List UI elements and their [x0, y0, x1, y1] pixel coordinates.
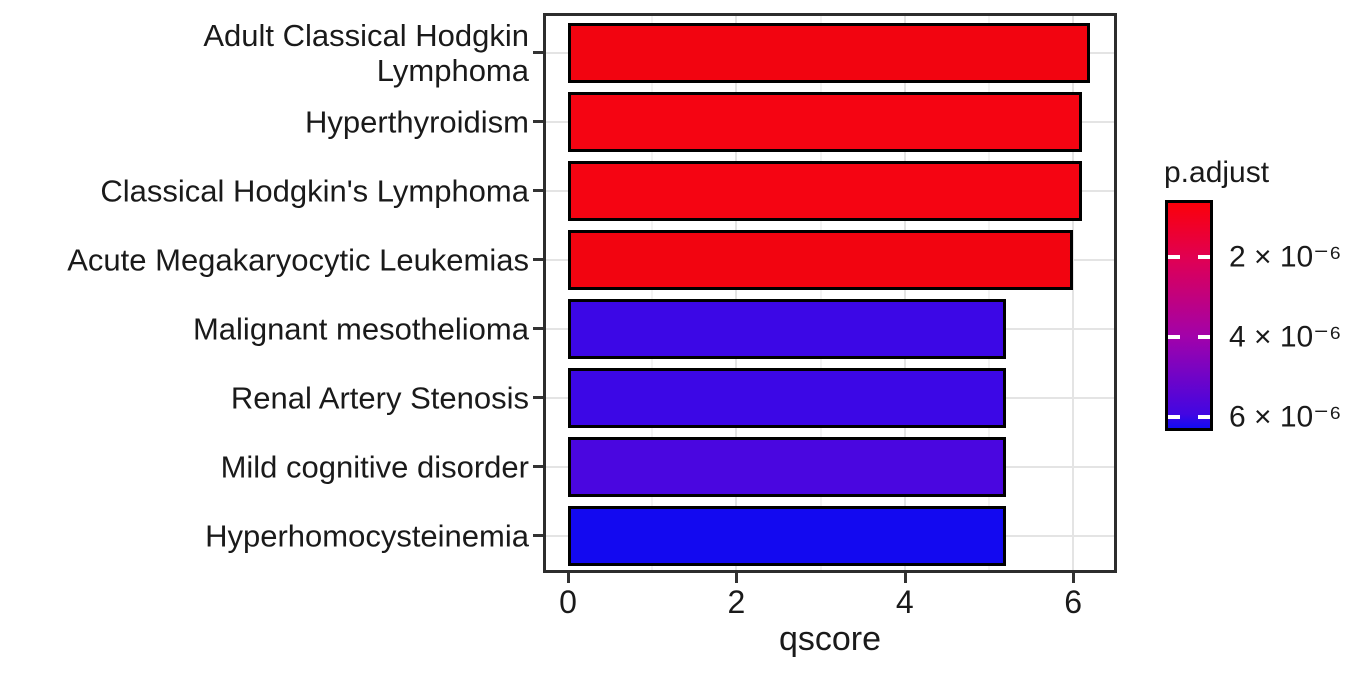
y-axis-tick — [533, 465, 543, 468]
gridline-major — [735, 16, 738, 570]
y-axis-label: Renal Artery Stenosis — [230, 380, 529, 416]
y-axis-tick — [533, 258, 543, 261]
bar — [568, 506, 1006, 566]
y-axis-tick — [533, 120, 543, 123]
legend-tick — [1198, 335, 1210, 339]
y-axis-label: Hyperthyroidism — [305, 104, 529, 140]
y-axis-tick — [533, 534, 543, 537]
gridline-major — [1072, 16, 1075, 570]
bar — [568, 368, 1006, 428]
x-axis-tick — [735, 573, 739, 583]
legend-tick — [1168, 255, 1180, 259]
bar — [568, 299, 1006, 359]
legend-tick — [1198, 415, 1210, 419]
legend-tick-label: 4 × 10⁻⁶ — [1229, 320, 1342, 354]
y-axis-label: Adult Classical Hodgkin Lymphoma — [203, 18, 529, 88]
x-axis-tick-label: 2 — [727, 584, 746, 620]
legend-tick — [1198, 255, 1210, 259]
bar — [568, 23, 1090, 83]
gridline-minor — [651, 16, 654, 570]
bar — [568, 230, 1073, 290]
y-axis-tick — [533, 189, 543, 192]
x-axis-tick — [1072, 573, 1076, 583]
x-axis-tick — [567, 573, 570, 583]
y-axis-tick — [533, 51, 543, 54]
y-axis-tick — [533, 327, 543, 330]
plot-panel — [543, 13, 1117, 573]
legend-tick — [1168, 415, 1180, 419]
legend-tick-label: 2 × 10⁻⁶ — [1229, 240, 1342, 274]
gridline-major — [903, 16, 906, 570]
x-axis-tick — [903, 573, 907, 583]
y-axis-label: Acute Megakaryocytic Leukemias — [67, 242, 529, 278]
y-axis-label: Malignant mesothelioma — [192, 311, 529, 347]
bar — [568, 92, 1082, 152]
y-axis-label: Mild cognitive disorder — [220, 449, 529, 485]
bar — [568, 437, 1006, 497]
legend-title: p.adjust — [1164, 156, 1270, 189]
x-axis-tick-label: 4 — [895, 584, 914, 620]
legend-tick-label: 6 × 10⁻⁶ — [1229, 400, 1342, 434]
x-axis-tick-label: 0 — [559, 584, 577, 620]
bar — [568, 161, 1082, 221]
legend-gradient-bar — [1165, 200, 1213, 431]
x-axis-title: qscore — [778, 620, 882, 658]
legend-tick — [1168, 335, 1180, 339]
y-axis-label: Classical Hodgkin's Lymphoma — [100, 173, 529, 209]
y-axis-label: Hyperhomocysteinemia — [205, 518, 529, 554]
y-axis-tick — [533, 396, 543, 399]
gridline-minor — [988, 16, 990, 570]
gridline-minor — [819, 16, 822, 570]
x-axis-tick-label: 6 — [1064, 584, 1083, 620]
